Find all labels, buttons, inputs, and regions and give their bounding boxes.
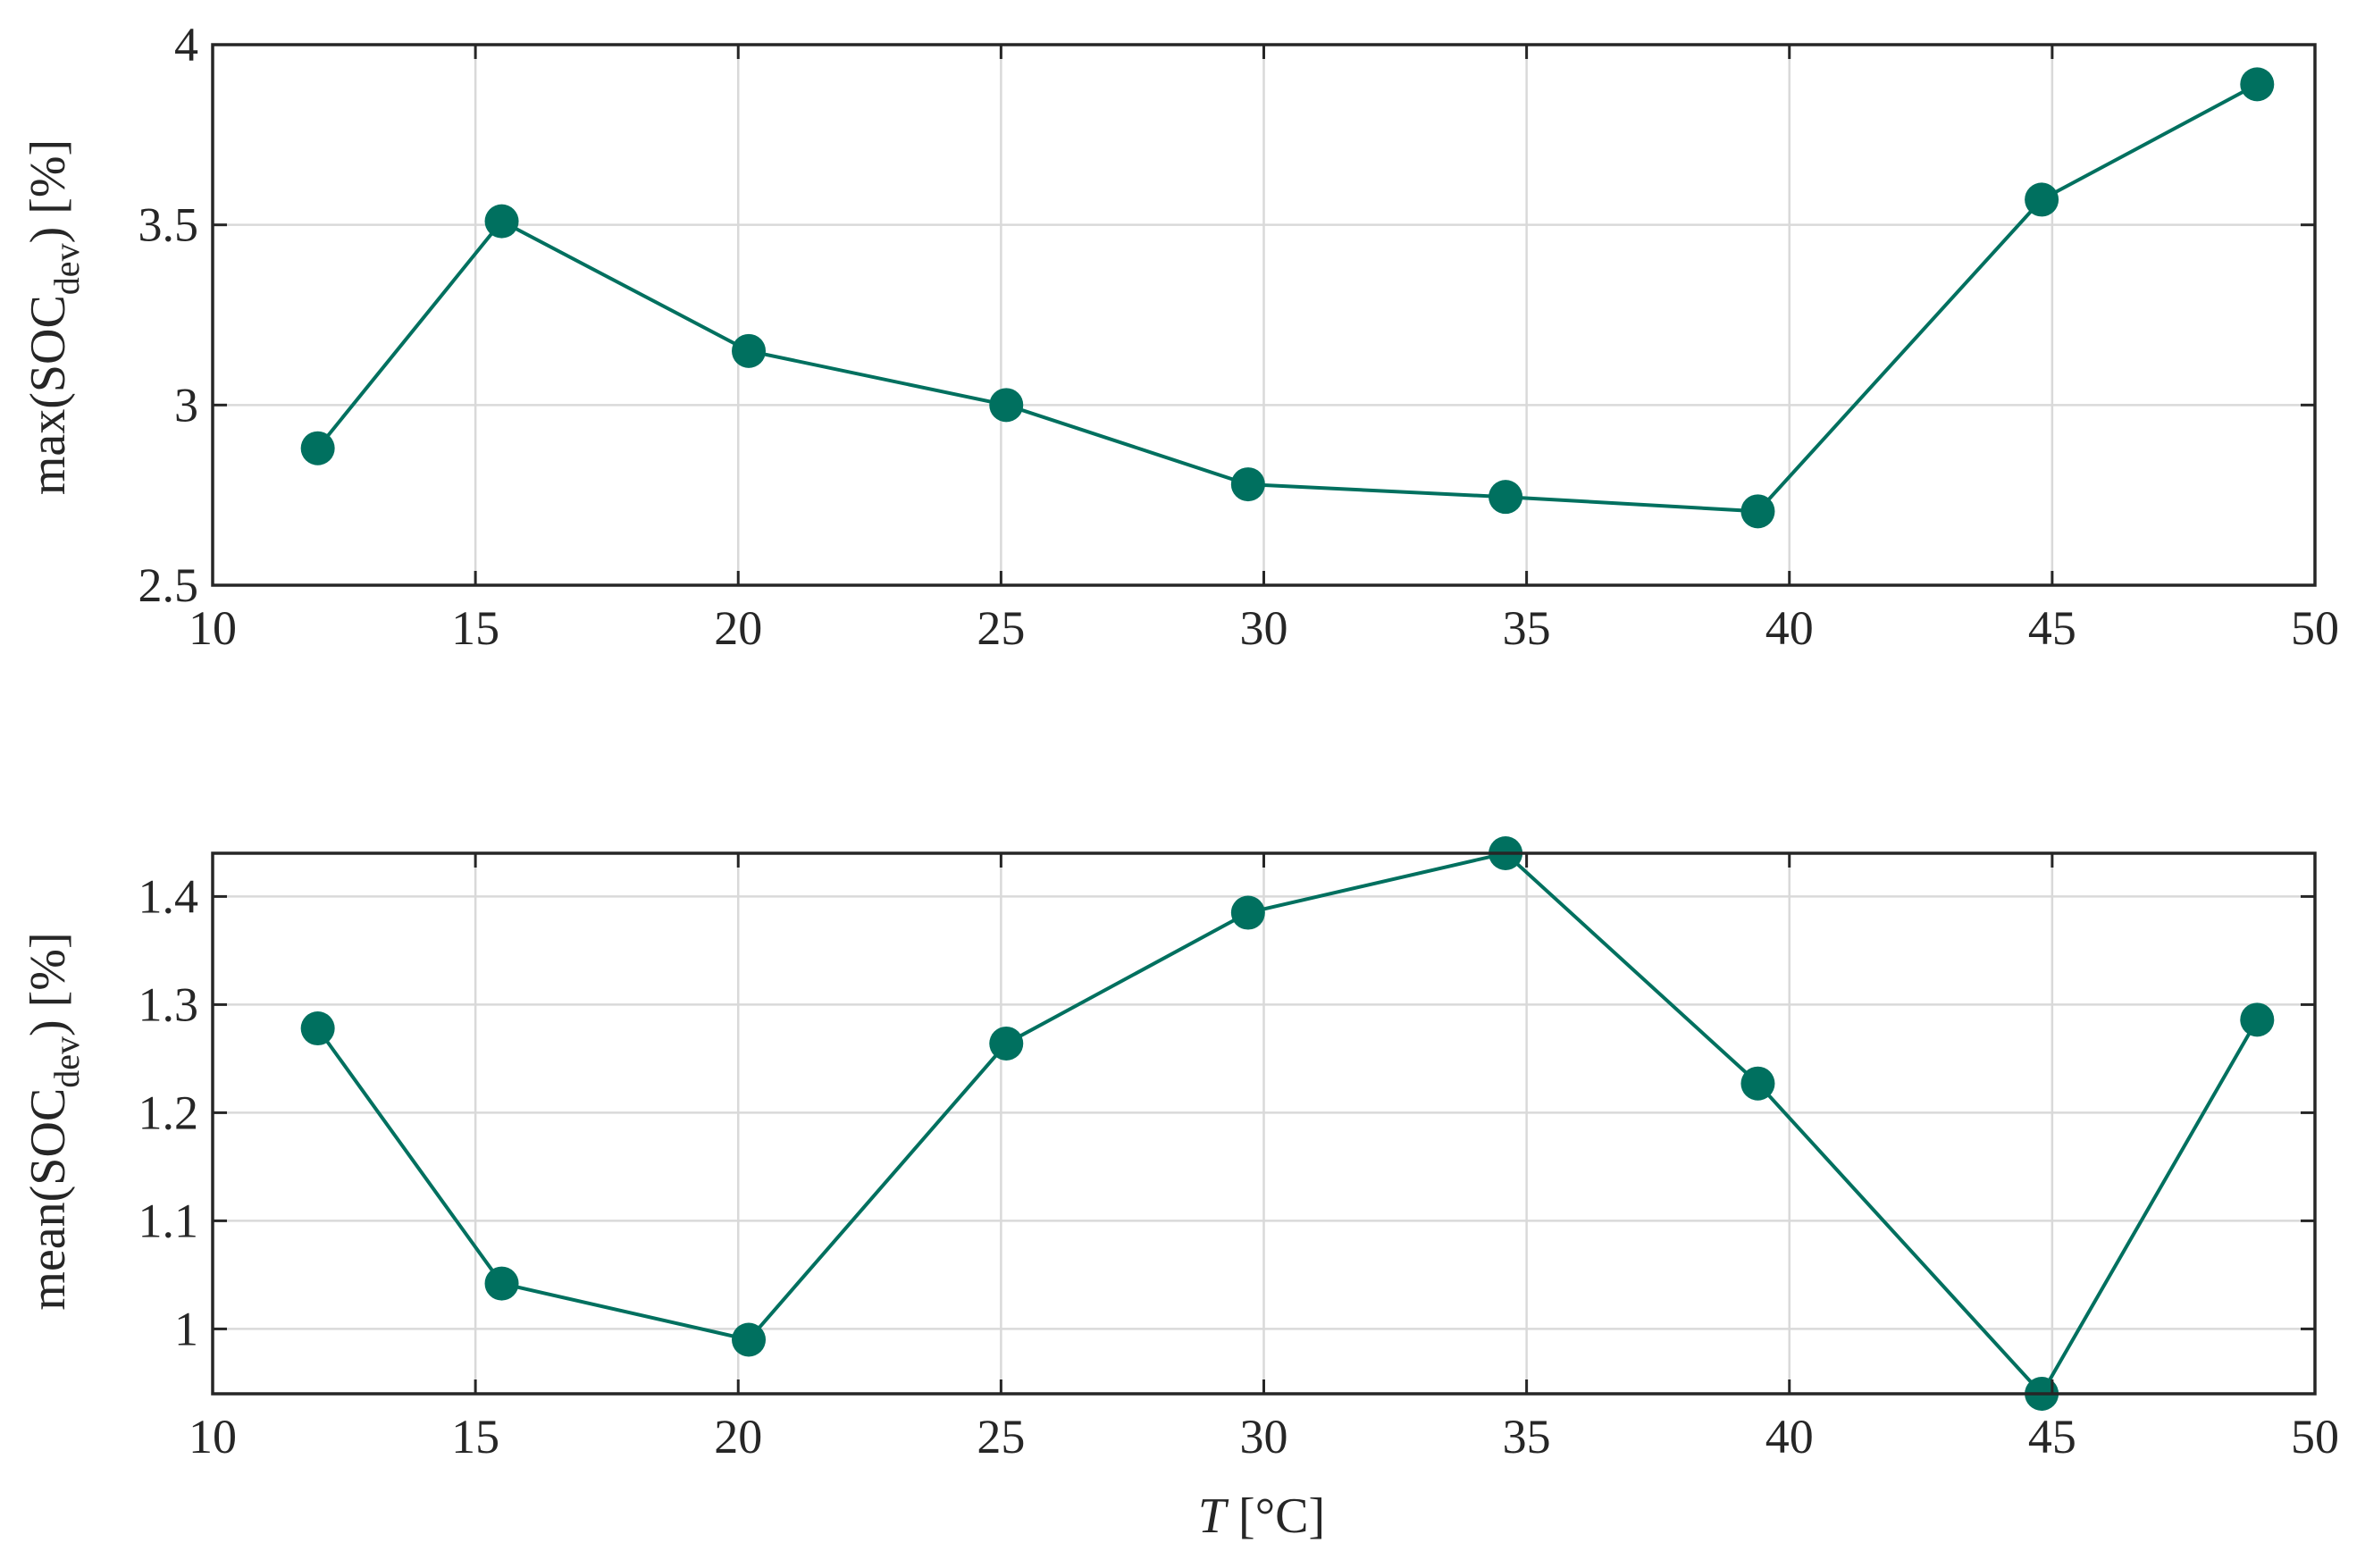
bottom-y-tick-label: 1	[174, 1302, 198, 1355]
top-x-tick-label: 50	[2291, 601, 2339, 655]
bottom-panel-y-axis-label: mean(SOCdev) [%]	[21, 932, 87, 1310]
top-data-point	[732, 333, 767, 368]
bottom-x-tick-label: 45	[2028, 1410, 2076, 1463]
bottom-ylabel-sub: dev	[46, 1036, 87, 1088]
bottom-data-point	[732, 1322, 767, 1357]
bottom-data-point	[1740, 1066, 1775, 1101]
bottom-series-0-line	[315, 851, 2260, 1397]
top-ylabel-post: ) [%]	[21, 139, 76, 244]
bottom-x-tick-label: 15	[451, 1410, 499, 1463]
xlabel-unit: [°C]	[1226, 1488, 1325, 1544]
top-data-point	[484, 204, 519, 239]
top-x-tick-label: 25	[977, 601, 1025, 655]
top-panel-x-tick-labels: 10 15 20 25 30 35 40 45 50	[189, 601, 2339, 655]
top-data-point	[2240, 67, 2275, 102]
top-y-tick-label: 3.5	[138, 198, 199, 252]
bottom-panel-axes	[211, 851, 2317, 1396]
top-panel-y-axis-label: max(SOCdev) [%]	[21, 139, 87, 495]
bottom-ylabel-pre: mean(SOC	[21, 1088, 76, 1311]
bottom-x-tick-label: 35	[1503, 1410, 1551, 1463]
top-panel-grid	[213, 45, 2315, 585]
bottom-panel-series-line	[315, 851, 2260, 1397]
bottom-x-tick-label: 10	[189, 1410, 237, 1463]
bottom-y-tick-label: 1.3	[138, 977, 199, 1031]
top-x-tick-label: 20	[714, 601, 762, 655]
bottom-x-tick-label: 25	[977, 1410, 1025, 1463]
top-y-tick-label: 4	[174, 18, 198, 71]
bottom-panel-grid	[213, 853, 2315, 1394]
bottom-y-tick-label: 1.2	[138, 1086, 199, 1139]
top-axes-box	[211, 43, 2317, 587]
top-x-tick-label: 15	[451, 601, 499, 655]
bottom-data-point	[2240, 1002, 2275, 1037]
top-x-tick-label: 30	[1240, 601, 1288, 655]
bottom-panel-mean-soc-dev: 10 15 20 25 30 35 40 45 50 1 1.1 1.2 1.3 1.4 mean(SO…	[21, 836, 2339, 1544]
bottom-ylabel-post: ) [%]	[21, 932, 76, 1036]
top-data-point	[2025, 182, 2059, 217]
bottom-x-tick-label: 20	[714, 1410, 762, 1463]
top-data-point	[300, 431, 335, 465]
bottom-data-point	[300, 1011, 335, 1046]
top-data-point	[1740, 494, 1775, 529]
bottom-y-tick-label: 1.4	[138, 869, 199, 923]
top-y-tick-label: 2.5	[138, 558, 199, 612]
bottom-data-point	[989, 1026, 1024, 1061]
top-x-tick-label: 40	[1765, 601, 1814, 655]
bottom-panel-x-tick-labels: 10 15 20 25 30 35 40 45 50	[189, 1410, 2339, 1463]
bottom-panel-y-tick-labels: 1 1.1 1.2 1.3 1.4	[138, 869, 199, 1355]
top-y-tick-label: 3	[174, 378, 198, 432]
top-panel-y-tick-labels: 2.5 3 3.5 4	[138, 18, 199, 612]
top-data-point	[1489, 480, 1523, 515]
bottom-y-tick-label: 1.1	[138, 1194, 199, 1247]
bottom-x-tick-label: 40	[1765, 1410, 1814, 1463]
top-x-tick-label: 10	[189, 601, 237, 655]
top-panel-max-soc-dev: 10 15 20 25 30 35 40 45 50 2.5 3 3.5 4 max(SOCdev) …	[21, 18, 2339, 655]
bottom-x-tick-label: 30	[1240, 1410, 1288, 1463]
bottom-axes-box	[211, 851, 2317, 1396]
bottom-x-tick-label: 50	[2291, 1410, 2339, 1463]
top-x-tick-label: 45	[2028, 601, 2076, 655]
bottom-data-point	[1230, 895, 1265, 930]
xlabel-variable: T	[1198, 1488, 1229, 1544]
top-data-point	[989, 388, 1024, 423]
top-series-0-line	[316, 82, 2259, 514]
top-x-tick-label: 35	[1503, 601, 1551, 655]
top-ylabel-sub: dev	[46, 243, 87, 295]
top-panel-axes	[211, 43, 2317, 587]
bottom-panel-x-axis-label: T [°C]	[1198, 1488, 1325, 1544]
top-panel-series-line	[316, 82, 2259, 514]
top-ylabel-pre: max(SOC	[21, 295, 76, 495]
top-panel-markers	[300, 67, 2275, 529]
top-data-point	[1230, 467, 1265, 502]
bottom-data-point	[484, 1266, 519, 1301]
